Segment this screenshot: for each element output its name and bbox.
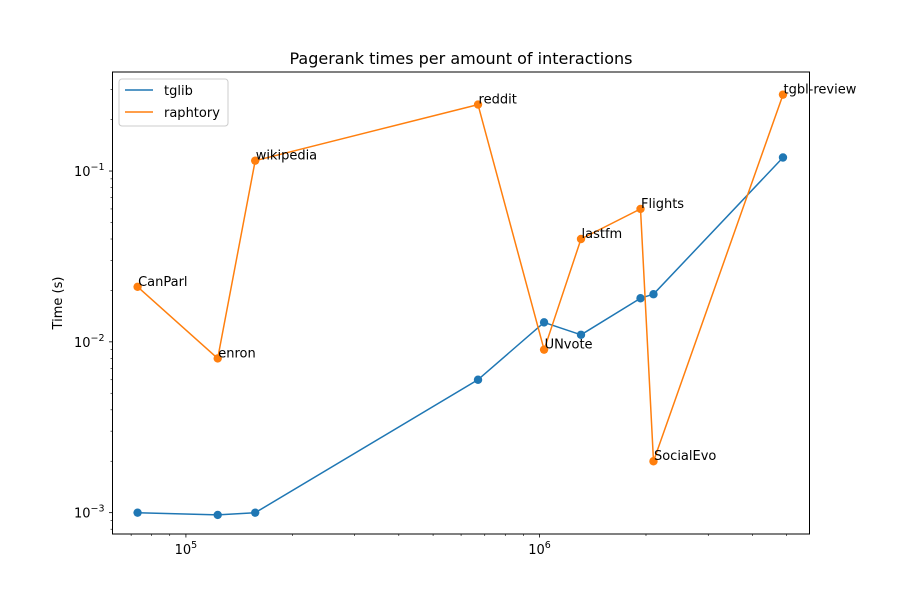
y-axis-ticks: 10−3 10−2 10−1 (74, 89, 113, 530)
point-label: reddit (479, 93, 517, 108)
x-axis-ticks: 105 106 (130, 534, 788, 558)
plot-area: CanParl enron wikipedia reddit UNvote lastfm F… (133, 83, 857, 520)
y-axis-label: Time (s) (51, 277, 66, 331)
y-tick-label: 10−1 (74, 162, 105, 180)
point-label: lastfm (582, 227, 623, 242)
data-point-tglib (473, 375, 483, 384)
point-label: SocialEvo (654, 449, 716, 464)
data-point-tglib (649, 290, 658, 299)
data-point-tglib (213, 510, 222, 520)
data-point-tglib (576, 330, 586, 339)
chart-title: Pagerank times per amount of interaction… (289, 49, 632, 68)
point-label: UNvote (545, 338, 593, 353)
point-label: enron (218, 346, 256, 361)
data-point-raphtory (576, 234, 586, 244)
legend: tglib raphtory (118, 78, 229, 127)
y-tick-label: 10−2 (74, 333, 105, 351)
point-label: wikipedia (256, 149, 317, 164)
axes-frame (112, 71, 810, 535)
y-tick-label: 10−3 (74, 504, 105, 522)
data-point-raphtory (213, 354, 222, 363)
data-point-tglib (250, 508, 260, 517)
data-point-tglib (539, 318, 549, 327)
data-point-raphtory (250, 156, 260, 165)
point-label: tgbl-review (783, 83, 856, 98)
data-point-raphtory (649, 457, 658, 466)
data-point-raphtory (636, 204, 645, 214)
data-point-raphtory (778, 90, 788, 99)
data-point-tglib (133, 508, 142, 517)
point-label: Flights (641, 197, 684, 212)
legend-label-raphtory: raphtory (164, 106, 220, 121)
x-tick-label: 105 (175, 540, 198, 558)
data-point-raphtory (473, 100, 483, 109)
point-label: CanParl (138, 275, 187, 290)
data-point-raphtory (133, 282, 142, 292)
data-point-raphtory (539, 345, 549, 354)
data-point-tglib (636, 294, 645, 303)
series-line-raphtory (137, 94, 784, 462)
x-tick-label: 106 (528, 540, 551, 558)
data-point-tglib (778, 153, 788, 162)
legend-label-tglib: tglib (164, 84, 193, 99)
